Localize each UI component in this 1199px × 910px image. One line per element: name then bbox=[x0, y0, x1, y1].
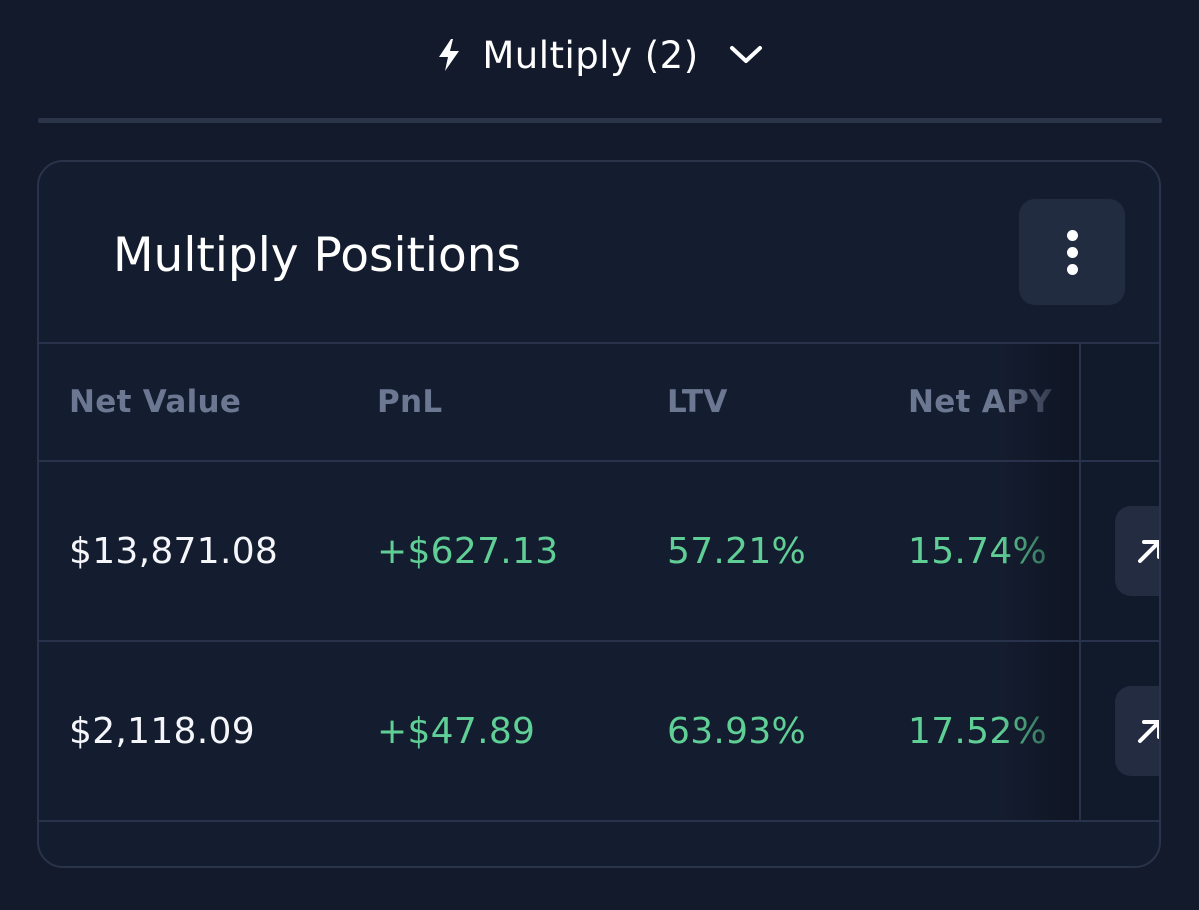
lightning-icon bbox=[436, 38, 462, 72]
column-header-net-value[interactable]: Net Value bbox=[69, 384, 242, 420]
net-apy-cell: 15.74% bbox=[908, 530, 1048, 572]
net-value-cell: $2,118.09 bbox=[69, 710, 255, 752]
section-divider bbox=[38, 118, 1162, 123]
table-row[interactable]: $13,871.08 +$627.13 57.21% 15.74% bbox=[39, 460, 1159, 640]
section-toggle-label: Multiply (2) bbox=[482, 33, 699, 77]
column-header-ltv[interactable]: LTV bbox=[667, 384, 728, 420]
ltv-cell: 63.93% bbox=[667, 710, 807, 752]
net-value-cell: $13,871.08 bbox=[69, 530, 279, 572]
more-options-button[interactable] bbox=[1019, 199, 1125, 305]
table-row[interactable]: $2,118.09 +$47.89 63.93% 17.52% bbox=[39, 640, 1159, 820]
column-header-pnl[interactable]: PnL bbox=[377, 384, 443, 420]
open-position-button[interactable] bbox=[1115, 506, 1159, 596]
column-header-net-apy[interactable]: Net APY bbox=[908, 384, 1052, 420]
card-title: Multiply Positions bbox=[113, 228, 522, 283]
table-header-row: Net Value PnL LTV Net APY bbox=[39, 342, 1159, 460]
arrow-up-right-icon bbox=[1138, 540, 1159, 563]
pnl-cell: +$627.13 bbox=[377, 530, 559, 572]
positions-table: Net Value PnL LTV Net APY $13,871.08 +$6… bbox=[39, 342, 1159, 866]
action-column-header bbox=[1079, 344, 1159, 460]
open-position-button[interactable] bbox=[1115, 686, 1159, 776]
multiply-section-toggle[interactable]: Multiply (2) bbox=[0, 0, 1199, 110]
pnl-cell: +$47.89 bbox=[377, 710, 536, 752]
multiply-positions-card: Multiply Positions Net Value PnL LTV Net… bbox=[37, 160, 1161, 868]
chevron-down-icon bbox=[729, 43, 763, 67]
arrow-up-right-icon bbox=[1138, 720, 1159, 743]
net-apy-cell: 17.52% bbox=[908, 710, 1048, 752]
table-footer bbox=[39, 820, 1159, 866]
action-column bbox=[1079, 642, 1159, 820]
more-vertical-icon bbox=[1066, 229, 1078, 241]
action-column bbox=[1079, 462, 1159, 640]
ltv-cell: 57.21% bbox=[667, 530, 807, 572]
